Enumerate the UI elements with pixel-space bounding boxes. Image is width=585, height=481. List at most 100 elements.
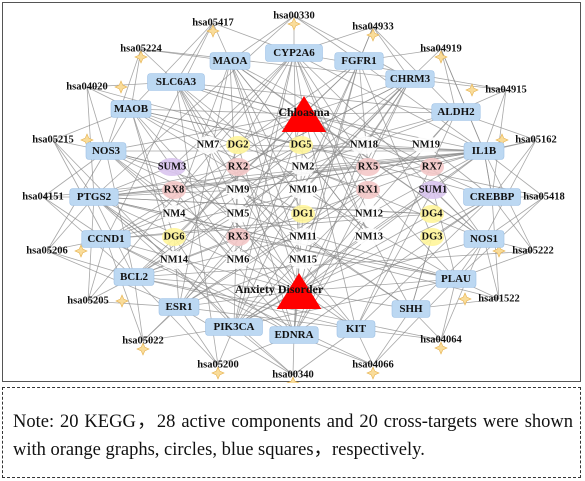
target-node-PTGS2 bbox=[69, 188, 119, 206]
component-label: NM13 bbox=[355, 232, 383, 243]
edge-target-target bbox=[358, 60, 485, 152]
component-label: NM11 bbox=[289, 232, 316, 243]
kegg-marker-icon bbox=[366, 366, 380, 380]
component-node-RX8 bbox=[162, 181, 186, 199]
kegg-marker-icon bbox=[492, 244, 506, 258]
target-label: CREBBP bbox=[470, 191, 515, 203]
edge-kegg-target bbox=[133, 276, 144, 342]
target-label: ESR1 bbox=[166, 301, 193, 313]
component-node-DG5 bbox=[289, 136, 313, 154]
target-label: ALDH2 bbox=[437, 106, 475, 118]
edge-kegg-target bbox=[87, 196, 95, 302]
edge-component-target bbox=[293, 52, 370, 215]
target-node-PLAU bbox=[435, 270, 477, 288]
component-node-NM2 bbox=[291, 158, 315, 176]
edge-kegg-target bbox=[86, 86, 107, 152]
target-label: FGFR1 bbox=[341, 55, 376, 67]
target-node-NOS3 bbox=[85, 142, 127, 160]
edge-kegg-target bbox=[86, 86, 493, 198]
edge-target-disease bbox=[105, 113, 305, 152]
kegg-node-hsa05224 bbox=[134, 50, 148, 64]
kegg-node-hsa04919 bbox=[434, 50, 448, 64]
target-node-ESR1 bbox=[158, 298, 200, 316]
edge-kegg-target bbox=[178, 306, 219, 366]
note-box: Note: 20 KEGG，28 active components and 2… bbox=[2, 387, 581, 478]
kegg-marker-icon bbox=[434, 341, 448, 355]
kegg-label: hsa04020 bbox=[66, 82, 107, 93]
edge-target-target bbox=[178, 60, 231, 308]
edge-target-target bbox=[355, 111, 457, 330]
kegg-marker-icon bbox=[458, 292, 472, 306]
edge-component-target bbox=[233, 236, 304, 328]
edge-component-target bbox=[173, 150, 485, 191]
component-label: DG4 bbox=[422, 209, 444, 220]
edge-kegg-target bbox=[483, 89, 507, 152]
disease-label: Chloasma bbox=[278, 105, 329, 119]
component-node-DG6 bbox=[162, 228, 186, 246]
edge-component-target bbox=[237, 52, 295, 261]
edge-component-target bbox=[302, 60, 360, 261]
target-label: CYP2A6 bbox=[273, 47, 315, 59]
component-label: DG1 bbox=[293, 209, 314, 220]
component-node-DG4 bbox=[420, 205, 444, 223]
edge-component-target bbox=[130, 108, 369, 191]
target-label: CHRM3 bbox=[390, 73, 431, 85]
edge-kegg-target bbox=[440, 48, 457, 113]
edge-component-target bbox=[229, 60, 304, 261]
edge-target-target bbox=[175, 81, 457, 113]
edge-kegg-target bbox=[491, 196, 534, 252]
edge-kegg-target bbox=[175, 22, 214, 83]
kegg-node-hsa05205 bbox=[115, 294, 129, 308]
component-label: NM19 bbox=[412, 140, 440, 151]
edge-target-disease bbox=[93, 113, 305, 198]
component-label: NM15 bbox=[289, 255, 317, 266]
edge-target-target bbox=[293, 196, 493, 336]
edge-kegg-target bbox=[86, 86, 95, 198]
component-label: DG3 bbox=[422, 232, 443, 243]
edge-kegg-target bbox=[52, 139, 235, 328]
node-layer: hsa00330 hsa05417 hsa04933 hsa05224 hsa04919… bbox=[22, 11, 565, 383]
component-label: RX7 bbox=[422, 162, 442, 173]
component-node-RX3 bbox=[226, 228, 250, 246]
edge-kegg-target bbox=[175, 81, 219, 366]
edge-kegg-target bbox=[440, 48, 485, 152]
kegg-node-hsa05417 bbox=[206, 24, 220, 38]
edge-component-target bbox=[130, 108, 239, 261]
component-label: NM12 bbox=[355, 209, 383, 220]
component-node-SUM3 bbox=[158, 158, 186, 176]
edge-target-target bbox=[93, 150, 485, 198]
edge-target-disease bbox=[93, 196, 300, 292]
disease-node-chloasma bbox=[281, 96, 327, 132]
edge-target-disease bbox=[130, 108, 300, 292]
target-node-CHRM3 bbox=[385, 70, 435, 88]
kegg-node-hsa04020 bbox=[114, 80, 128, 94]
target-node-SHH bbox=[391, 300, 431, 318]
edge-component-target bbox=[207, 52, 295, 146]
edge-kegg-target bbox=[87, 238, 107, 302]
edge-component-target bbox=[130, 108, 304, 215]
edge-component-target bbox=[173, 236, 235, 328]
target-node-BCL2 bbox=[113, 268, 155, 286]
kegg-marker-icon bbox=[287, 17, 301, 31]
edge-component-target bbox=[237, 213, 457, 280]
edge-target-disease bbox=[303, 113, 457, 280]
component-node-NM14 bbox=[160, 251, 188, 269]
component-label: NM14 bbox=[160, 255, 189, 266]
component-node-NM6 bbox=[226, 251, 250, 269]
target-label: PTGS2 bbox=[77, 191, 112, 203]
edge-component-target bbox=[302, 150, 485, 168]
kegg-node-hsa00340 bbox=[286, 376, 300, 383]
edge-component-target bbox=[302, 166, 485, 240]
disease-node-anxiety bbox=[276, 273, 322, 309]
edge-kegg-target bbox=[52, 139, 95, 198]
kegg-label: hsa05162 bbox=[515, 135, 556, 146]
edge-component-target bbox=[175, 81, 365, 146]
component-node-NM7 bbox=[196, 136, 220, 154]
kegg-label: hsa05215 bbox=[32, 135, 73, 146]
target-node-CREBBP bbox=[463, 188, 521, 206]
component-label: NM5 bbox=[227, 209, 250, 220]
kegg-node-hsa04933 bbox=[366, 28, 380, 42]
edge-kegg-target bbox=[46, 250, 180, 308]
disease-label: Anxiety Disorder bbox=[235, 282, 324, 296]
edge-target-disease bbox=[105, 150, 300, 292]
